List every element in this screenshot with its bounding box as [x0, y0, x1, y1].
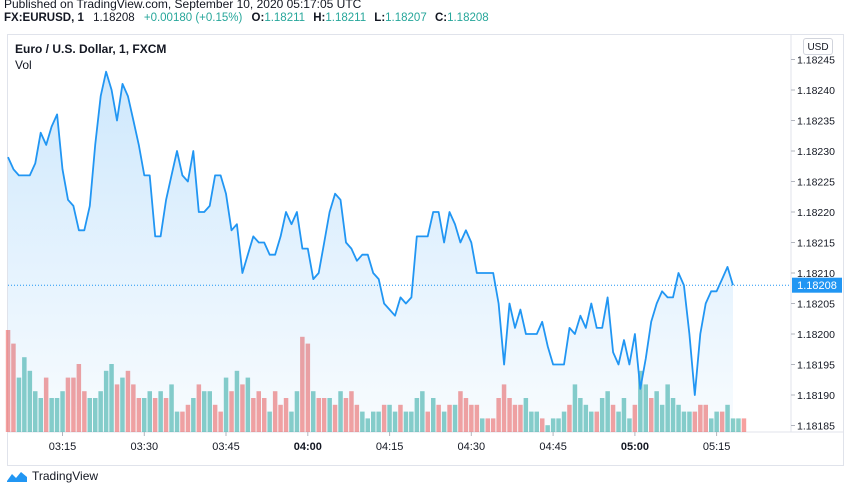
- high-value: 1.18211: [325, 12, 367, 24]
- low-value: 1.18207: [385, 12, 427, 24]
- volume-bar: [736, 418, 741, 432]
- open-value: 1.18211: [264, 12, 306, 24]
- published-note: Published on TradingView.com, September …: [4, 0, 362, 11]
- volume-bar: [741, 418, 747, 432]
- ohlc-header: FX:EURUSD, 1 1.18208 +0.00180 (+0.15%) O…: [4, 12, 489, 24]
- time-axis[interactable]: 03:15 03:30 03:45 04:00 04:15 04:30 04:45 05:00…: [49, 432, 731, 453]
- footer: TradingView: [6, 466, 98, 485]
- y-tick-label: 1.18210: [797, 268, 835, 280]
- y-tick-label: 1.18240: [797, 85, 835, 97]
- y-tick-label: 1.18195: [797, 360, 835, 372]
- y-tick-label: 1.18245: [797, 55, 835, 67]
- change-value: +0.00180 (+0.15%): [143, 12, 243, 24]
- y-tick-label: 1.18205: [797, 299, 835, 311]
- x-tick-label: 04:30: [458, 441, 486, 453]
- y-tick-label: 1.18225: [797, 177, 835, 189]
- y-tick-label: 1.18185: [797, 421, 835, 433]
- low-label: L:: [374, 12, 386, 24]
- x-tick-label: 04:15: [376, 441, 404, 453]
- close-value: 1.18208: [93, 12, 135, 24]
- tradingview-logo-icon: [7, 471, 27, 482]
- close-ohlc-value: 1.18208: [447, 12, 489, 24]
- y-tick-label: 1.18190: [797, 390, 835, 402]
- x-tick-label: 03:15: [49, 441, 77, 453]
- last-price-tag-label: 1.18208: [797, 280, 837, 292]
- high-label: H:: [313, 12, 326, 24]
- x-tick-label: 05:00: [621, 441, 649, 453]
- currency-button[interactable]: USD: [803, 38, 833, 55]
- chart-legend-title[interactable]: Euro / U.S. Dollar, 1, FXCM: [15, 42, 167, 56]
- chart-legend-volume[interactable]: Vol: [15, 58, 32, 72]
- symbol-label: FX:EURUSD, 1: [4, 12, 84, 24]
- price-axis[interactable]: 1.18185 1.18190 1.18195 1.18200 1.18205 1.182…: [791, 55, 835, 433]
- price-line: [7, 70, 734, 396]
- y-tick-label: 1.18220: [797, 207, 835, 219]
- x-tick-label: 05:15: [703, 441, 731, 453]
- open-label: O:: [251, 12, 265, 24]
- y-tick-label: 1.18235: [797, 116, 835, 128]
- last-price-tag: 1.18208: [792, 277, 842, 293]
- close-label: C:: [434, 12, 448, 24]
- y-tick-label: 1.18215: [797, 238, 835, 250]
- x-tick-label: 03:30: [131, 441, 159, 453]
- x-tick-label: 03:45: [212, 441, 240, 453]
- x-tick-label: 04:45: [539, 441, 567, 453]
- y-tick-label: 1.18200: [797, 329, 835, 341]
- footer-brand: TradingView: [32, 468, 99, 483]
- y-tick-label: 1.18230: [797, 146, 835, 158]
- volume-bar: [730, 418, 736, 432]
- x-tick-label: 04:00: [294, 441, 322, 453]
- price-area-fill: [8, 71, 733, 432]
- last-price-tag-bg: [792, 277, 842, 293]
